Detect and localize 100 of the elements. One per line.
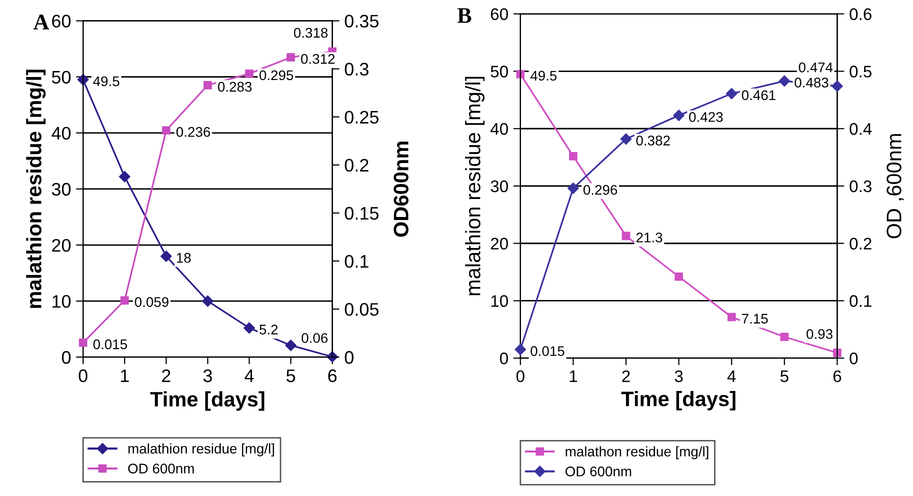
x-tick-label: 1 xyxy=(570,370,578,382)
x-tick-label: 4 xyxy=(727,370,736,382)
point xyxy=(727,312,736,322)
y2-tick-label: 0 xyxy=(344,351,354,364)
data-label: 21.3 xyxy=(636,232,662,242)
point xyxy=(514,344,526,356)
legend-label: malathion residue [mg/l] xyxy=(128,443,274,456)
data-label: 0.015 xyxy=(93,339,127,350)
y-tick-label: 60 xyxy=(52,14,71,28)
y2-tick-label: 0.05 xyxy=(344,303,379,316)
y-tick-label: 10 xyxy=(491,295,508,307)
y2-tick-label: 0.2 xyxy=(850,238,872,250)
y2-tick-label: 0.3 xyxy=(850,180,872,192)
y2-axis-title: OD ,600nm xyxy=(886,134,904,238)
point xyxy=(832,80,843,92)
x-tick-label: 3 xyxy=(203,369,212,382)
y2-tick-label: 0.2 xyxy=(344,158,368,172)
point xyxy=(245,70,254,78)
x-tick-label: 4 xyxy=(244,370,254,382)
point xyxy=(162,126,170,135)
y-tick-label: 10 xyxy=(52,295,71,308)
x-tick-label: 0 xyxy=(516,370,524,382)
data-label: 0.474 xyxy=(798,62,833,72)
data-label: 18 xyxy=(176,252,191,263)
data-label: 0.483 xyxy=(794,78,828,88)
point xyxy=(120,296,129,305)
data-label: 7.15 xyxy=(742,314,768,324)
x-axis-title: Time [days] xyxy=(621,391,736,410)
y-tick-label: 30 xyxy=(52,182,71,196)
point xyxy=(673,110,684,122)
data-label: 0.318 xyxy=(294,28,328,38)
y-axis-title: malathion residue [mg/l] xyxy=(465,76,485,296)
y-tick-label: 40 xyxy=(52,126,71,140)
y2-axis-title: OD600nm xyxy=(394,142,408,237)
x-tick-label: 6 xyxy=(328,369,337,382)
data-label: 0.015 xyxy=(530,346,564,356)
y-tick-label: 0 xyxy=(62,351,71,364)
y2-tick-label: 0.25 xyxy=(344,110,379,124)
y2-tick-label: 0.35 xyxy=(344,14,379,28)
x-tick-label: 2 xyxy=(622,370,630,382)
x-tick-label: 2 xyxy=(162,369,170,382)
y2-tick-label: 0.6 xyxy=(850,8,872,20)
data-label: 0.312 xyxy=(301,54,335,64)
y-tick-label: 20 xyxy=(52,238,71,252)
point xyxy=(620,133,632,145)
y2-tick-label: 0 xyxy=(850,352,858,364)
data-label: 0.059 xyxy=(134,297,168,307)
point xyxy=(726,88,738,100)
point xyxy=(78,338,88,347)
point xyxy=(780,332,789,342)
data-label: 0.461 xyxy=(742,90,776,100)
data-label: 0.382 xyxy=(636,136,670,146)
y2-tick-label: 0.1 xyxy=(850,295,872,307)
y2-tick-label: 0.3 xyxy=(344,62,368,76)
y-tick-label: 60 xyxy=(490,8,508,20)
x-tick-label: 6 xyxy=(833,370,842,382)
y-tick-label: 40 xyxy=(490,123,508,135)
data-label: 0.236 xyxy=(176,127,210,137)
x-tick-label: 3 xyxy=(674,370,683,382)
data-label: 49.5 xyxy=(530,70,557,81)
point xyxy=(778,75,790,87)
data-label: 0.296 xyxy=(583,184,618,195)
point xyxy=(244,322,255,334)
y2-tick-label: 0.5 xyxy=(850,66,872,78)
y2-tick-label: 0.4 xyxy=(850,123,872,135)
legend-label: OD 600nm xyxy=(566,466,632,476)
point xyxy=(568,182,579,194)
chart-title: A xyxy=(33,14,50,30)
y-tick-label: 50 xyxy=(52,70,71,84)
point xyxy=(516,70,525,78)
point xyxy=(160,250,172,262)
point xyxy=(202,295,214,307)
data-label: 0.283 xyxy=(218,82,252,92)
chart-title: B xyxy=(457,8,472,23)
data-label: 0.423 xyxy=(689,112,723,122)
y2-tick-label: 0.1 xyxy=(344,254,368,268)
x-tick-label: 1 xyxy=(120,370,129,382)
y-tick-label: 0 xyxy=(500,352,508,364)
x-tick-label: 5 xyxy=(286,370,296,382)
x-tick-label: 0 xyxy=(78,369,88,382)
data-label: 0.06 xyxy=(302,333,328,343)
point xyxy=(119,171,130,182)
y2-tick-label: 0.15 xyxy=(344,206,379,220)
data-label: 49.5 xyxy=(93,76,120,86)
y-tick-label: 50 xyxy=(490,66,508,78)
data-label: 5.2 xyxy=(260,324,278,334)
point xyxy=(285,340,296,351)
point xyxy=(569,152,578,160)
legend-label: OD 600nm xyxy=(128,464,194,474)
y-axis-title: malathion residue [mg/l] xyxy=(26,70,46,308)
y-tick-label: 30 xyxy=(490,180,508,192)
point xyxy=(622,232,630,240)
data-label: 0.295 xyxy=(260,70,294,80)
point xyxy=(286,53,295,62)
y-tick-label: 20 xyxy=(490,238,508,250)
x-axis-title: Time [days] xyxy=(150,391,264,411)
data-label: 0.93 xyxy=(806,329,832,339)
legend-label: malathon residue [mg/l] xyxy=(566,446,708,460)
x-tick-label: 5 xyxy=(780,370,788,382)
point xyxy=(674,272,683,281)
